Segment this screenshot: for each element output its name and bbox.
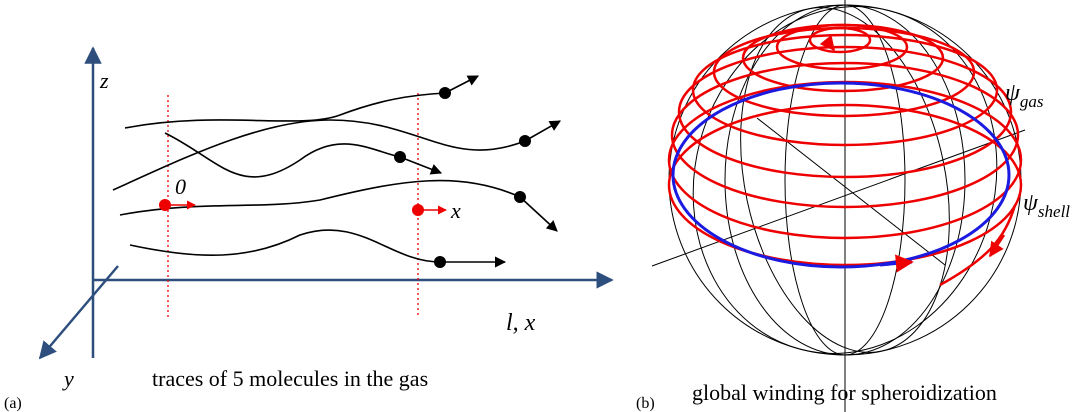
axis-label: z: [99, 68, 109, 93]
reference-molecules: [159, 199, 446, 216]
axis-label: l, x: [506, 310, 536, 336]
subscript: shell: [1038, 202, 1070, 221]
caption: traces of 5 molecules in the gas: [152, 366, 428, 391]
axis-label: y: [62, 366, 74, 391]
panel-a: z y l, x 0 x traces of 5 molecules in th…: [4, 48, 612, 412]
symbol: ψ: [1023, 190, 1039, 216]
symbol: ψ: [1005, 80, 1021, 106]
panel-label: (b): [636, 395, 655, 412]
annotation: ψshell: [1023, 190, 1070, 221]
subscript: gas: [1020, 92, 1044, 111]
panel-b: ψgas ψshell global winding for spheroidi…: [636, 0, 1070, 412]
panel-label: (a): [4, 395, 22, 412]
caption: global winding for spheroidization: [692, 380, 997, 405]
marker-label: 0: [175, 174, 186, 199]
marker-label: x: [450, 198, 461, 223]
figure: z y l, x 0 x traces of 5 molecules in th…: [0, 0, 1087, 412]
gas-winding: [673, 83, 1009, 267]
traces: [113, 76, 560, 262]
molecules: [394, 87, 531, 268]
